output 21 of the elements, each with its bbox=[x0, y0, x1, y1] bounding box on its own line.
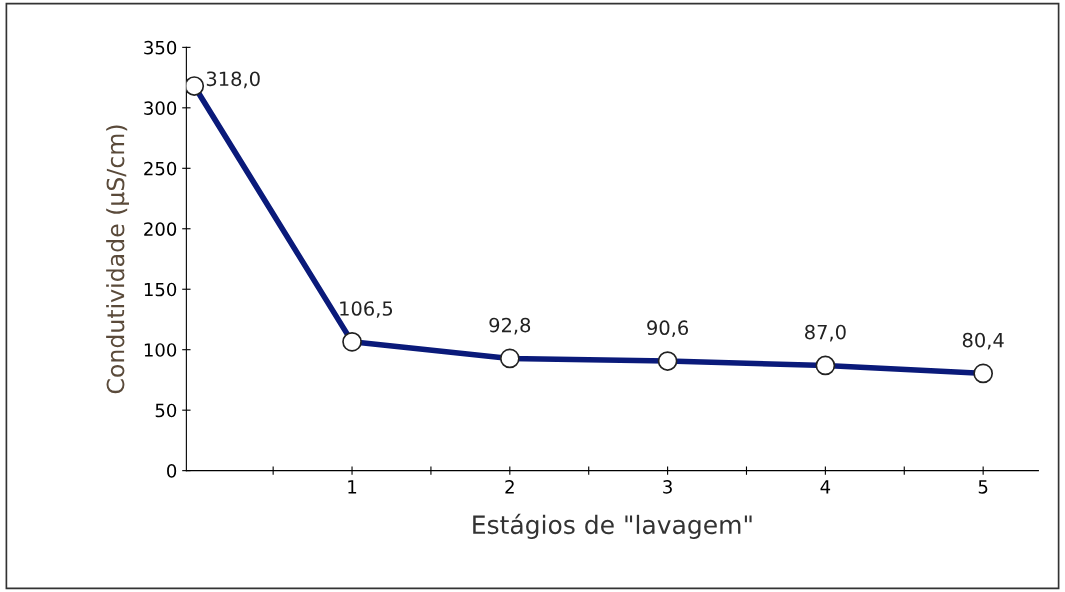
data-label: 318,0 bbox=[206, 71, 260, 89]
data-label: 106,5 bbox=[340, 301, 393, 318]
y-tick-label: 0 bbox=[167, 464, 177, 478]
x-tick-label: 1 bbox=[348, 480, 357, 494]
y-tick-label: 50 bbox=[155, 403, 177, 418]
data-label: 80,4 bbox=[962, 332, 1004, 350]
y-tick-label: 250 bbox=[144, 161, 177, 176]
x-tick-label: 2 bbox=[505, 479, 514, 494]
y-tick-label: 300 bbox=[144, 101, 177, 115]
x-axis-title: Estágios de "lavagem" bbox=[473, 513, 752, 539]
data-label: 90,6 bbox=[647, 320, 689, 338]
y-axis-title: Condutividade (µS/cm) bbox=[106, 125, 129, 394]
x-tick-label: 3 bbox=[663, 479, 672, 494]
y-tick-label: 150 bbox=[144, 282, 177, 297]
y-tick-label: 200 bbox=[144, 222, 177, 236]
y-tick-label: 350 bbox=[144, 40, 177, 55]
x-tick-label: 5 bbox=[978, 480, 988, 494]
y-tick-label: 100 bbox=[144, 343, 177, 357]
data-label: 92,8 bbox=[489, 317, 531, 335]
x-tick-label: 4 bbox=[820, 480, 831, 494]
data-label: 87,0 bbox=[805, 324, 846, 342]
